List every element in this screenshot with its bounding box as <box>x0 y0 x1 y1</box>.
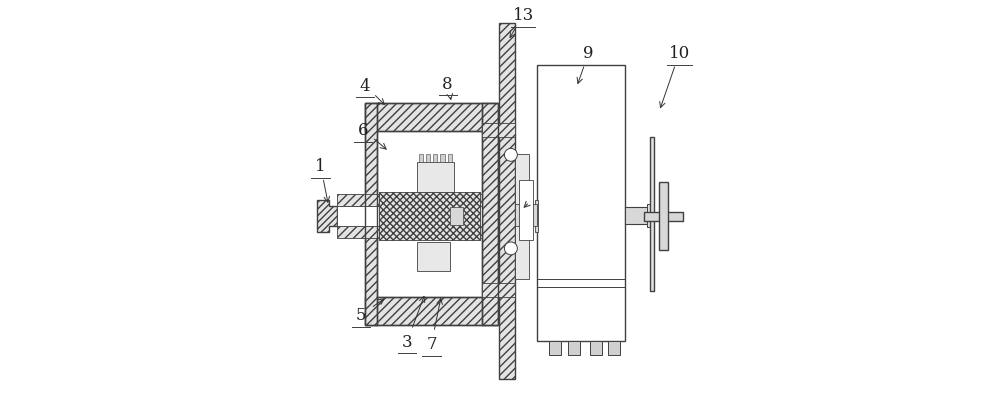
Polygon shape <box>379 192 480 241</box>
Bar <box>519 180 533 241</box>
Text: 10: 10 <box>669 45 690 62</box>
Bar <box>659 182 668 251</box>
Circle shape <box>504 242 517 255</box>
Text: 5: 5 <box>356 307 366 324</box>
Bar <box>537 66 625 341</box>
Text: 8: 8 <box>442 75 453 92</box>
Bar <box>419 155 423 162</box>
Bar <box>440 155 445 162</box>
Bar <box>515 205 537 227</box>
Bar <box>448 155 452 162</box>
Polygon shape <box>317 200 337 232</box>
Bar <box>549 341 561 355</box>
Text: 4: 4 <box>360 77 370 94</box>
Bar <box>650 138 654 291</box>
Bar <box>482 124 515 138</box>
Bar <box>608 341 620 355</box>
Bar <box>647 204 654 228</box>
Bar <box>568 341 580 355</box>
Text: 1: 1 <box>315 158 326 175</box>
Bar <box>433 155 437 162</box>
Bar <box>377 132 482 297</box>
Polygon shape <box>365 104 498 132</box>
Text: 13: 13 <box>513 7 534 24</box>
Bar <box>337 207 482 227</box>
Bar <box>535 200 538 232</box>
Polygon shape <box>482 104 498 325</box>
Bar <box>417 162 454 192</box>
Bar <box>515 154 529 279</box>
Bar <box>482 283 515 297</box>
Text: 7: 7 <box>426 336 437 353</box>
Polygon shape <box>365 297 498 325</box>
Text: 6: 6 <box>358 122 368 139</box>
Polygon shape <box>365 104 377 325</box>
Text: 9: 9 <box>583 45 594 62</box>
Polygon shape <box>337 194 482 207</box>
Bar <box>417 243 450 271</box>
Text: 3: 3 <box>402 333 413 350</box>
Bar <box>644 212 683 221</box>
Polygon shape <box>499 23 515 379</box>
Bar <box>450 208 463 226</box>
Circle shape <box>504 149 517 162</box>
Polygon shape <box>337 227 482 239</box>
Bar <box>365 104 498 325</box>
Bar <box>426 155 430 162</box>
Bar <box>625 207 650 225</box>
Bar <box>590 341 602 355</box>
